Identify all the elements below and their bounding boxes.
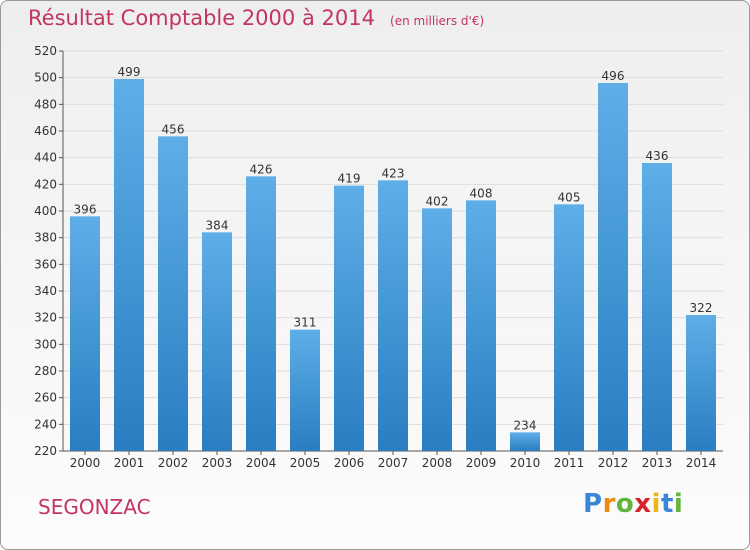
chart-unit: (en milliers d'€) [390, 14, 485, 28]
y-tick-label: 500 [34, 71, 57, 85]
x-tick-label: 2011 [554, 456, 585, 470]
bar-value-label: 322 [690, 301, 713, 315]
y-tick-label: 400 [34, 204, 57, 218]
proxiti-logo[interactable]: Proxiti [583, 489, 683, 519]
bar-value-label: 408 [470, 186, 493, 200]
bar-value-label: 499 [118, 65, 141, 79]
x-tick-label: 2002 [158, 456, 189, 470]
logo-letter: r [602, 489, 616, 519]
y-tick-label: 260 [34, 391, 57, 405]
bar-value-label: 436 [646, 149, 669, 163]
bar [290, 329, 320, 451]
bar [202, 232, 232, 451]
x-tick-label: 2003 [202, 456, 233, 470]
logo-letter: t [660, 489, 674, 519]
y-tick-label: 240 [34, 417, 57, 431]
logo-letter: P [583, 489, 603, 519]
data-labels: 396 499 456 384 426 311 419 423 402 408 234 405 496 4… [74, 65, 713, 432]
y-tick-label: 300 [34, 337, 57, 351]
bar-value-label: 456 [162, 122, 185, 136]
x-tick-label: 2001 [114, 456, 145, 470]
y-tick-label: 280 [34, 364, 57, 378]
bar [70, 216, 100, 451]
x-tick-label: 2009 [466, 456, 497, 470]
y-tick-label: 340 [34, 284, 57, 298]
y-tick-label: 220 [34, 444, 57, 458]
bar-value-label: 496 [602, 69, 625, 83]
y-tick-label: 320 [34, 311, 57, 325]
x-tick-label: 2013 [642, 456, 673, 470]
bar [686, 315, 716, 451]
y-tick-label: 360 [34, 257, 57, 271]
bar-value-label: 405 [558, 190, 581, 204]
bar-value-label: 396 [74, 202, 97, 216]
bar-value-label: 384 [206, 218, 229, 232]
bar [158, 136, 188, 452]
x-tick-label: 2000 [70, 456, 101, 470]
x-tick-label: 2010 [510, 456, 541, 470]
y-tick-label: 480 [34, 97, 57, 111]
logo-letter: i [651, 489, 661, 519]
x-tick-label: 2007 [378, 456, 409, 470]
bar [554, 204, 584, 451]
bar [466, 200, 496, 451]
bar-value-label: 426 [250, 162, 273, 176]
axes: 220 240 260 280 300 320 340 360 380 400 420 440 460 4… [34, 44, 723, 470]
logo-letter: o [615, 489, 635, 519]
chart-title: Résultat Comptable 2000 à 2014 [28, 6, 375, 30]
y-tick-label: 440 [34, 151, 57, 165]
y-tick-label: 460 [34, 124, 57, 138]
bar [598, 83, 628, 451]
x-tick-label: 2006 [334, 456, 365, 470]
bar [246, 176, 276, 452]
logo-letter: i [673, 489, 684, 519]
y-tick-label: 520 [34, 44, 57, 58]
bar-value-label: 402 [426, 194, 449, 208]
bar-value-label: 423 [382, 166, 405, 180]
x-tick-label: 2012 [598, 456, 629, 470]
bar-value-label: 234 [514, 418, 537, 432]
bar-value-label: 419 [338, 172, 361, 186]
x-tick-label: 2008 [422, 456, 453, 470]
commune-name: SEGONZAC [38, 495, 151, 519]
bars [70, 79, 716, 452]
logo-letter: x [634, 489, 652, 519]
bar [642, 163, 672, 451]
bar [510, 432, 540, 451]
bar [422, 208, 452, 451]
y-tick-label: 420 [34, 177, 57, 191]
bar [378, 180, 408, 452]
y-tick-label: 380 [34, 231, 57, 245]
title-block: Résultat Comptable 2000 à 2014 (en milli… [28, 6, 484, 30]
bar-value-label: 311 [294, 316, 317, 330]
bar [334, 185, 364, 451]
x-tick-label: 2014 [686, 456, 717, 470]
x-tick-label: 2005 [290, 456, 321, 470]
bar [114, 79, 144, 451]
x-tick-label: 2004 [246, 456, 277, 470]
